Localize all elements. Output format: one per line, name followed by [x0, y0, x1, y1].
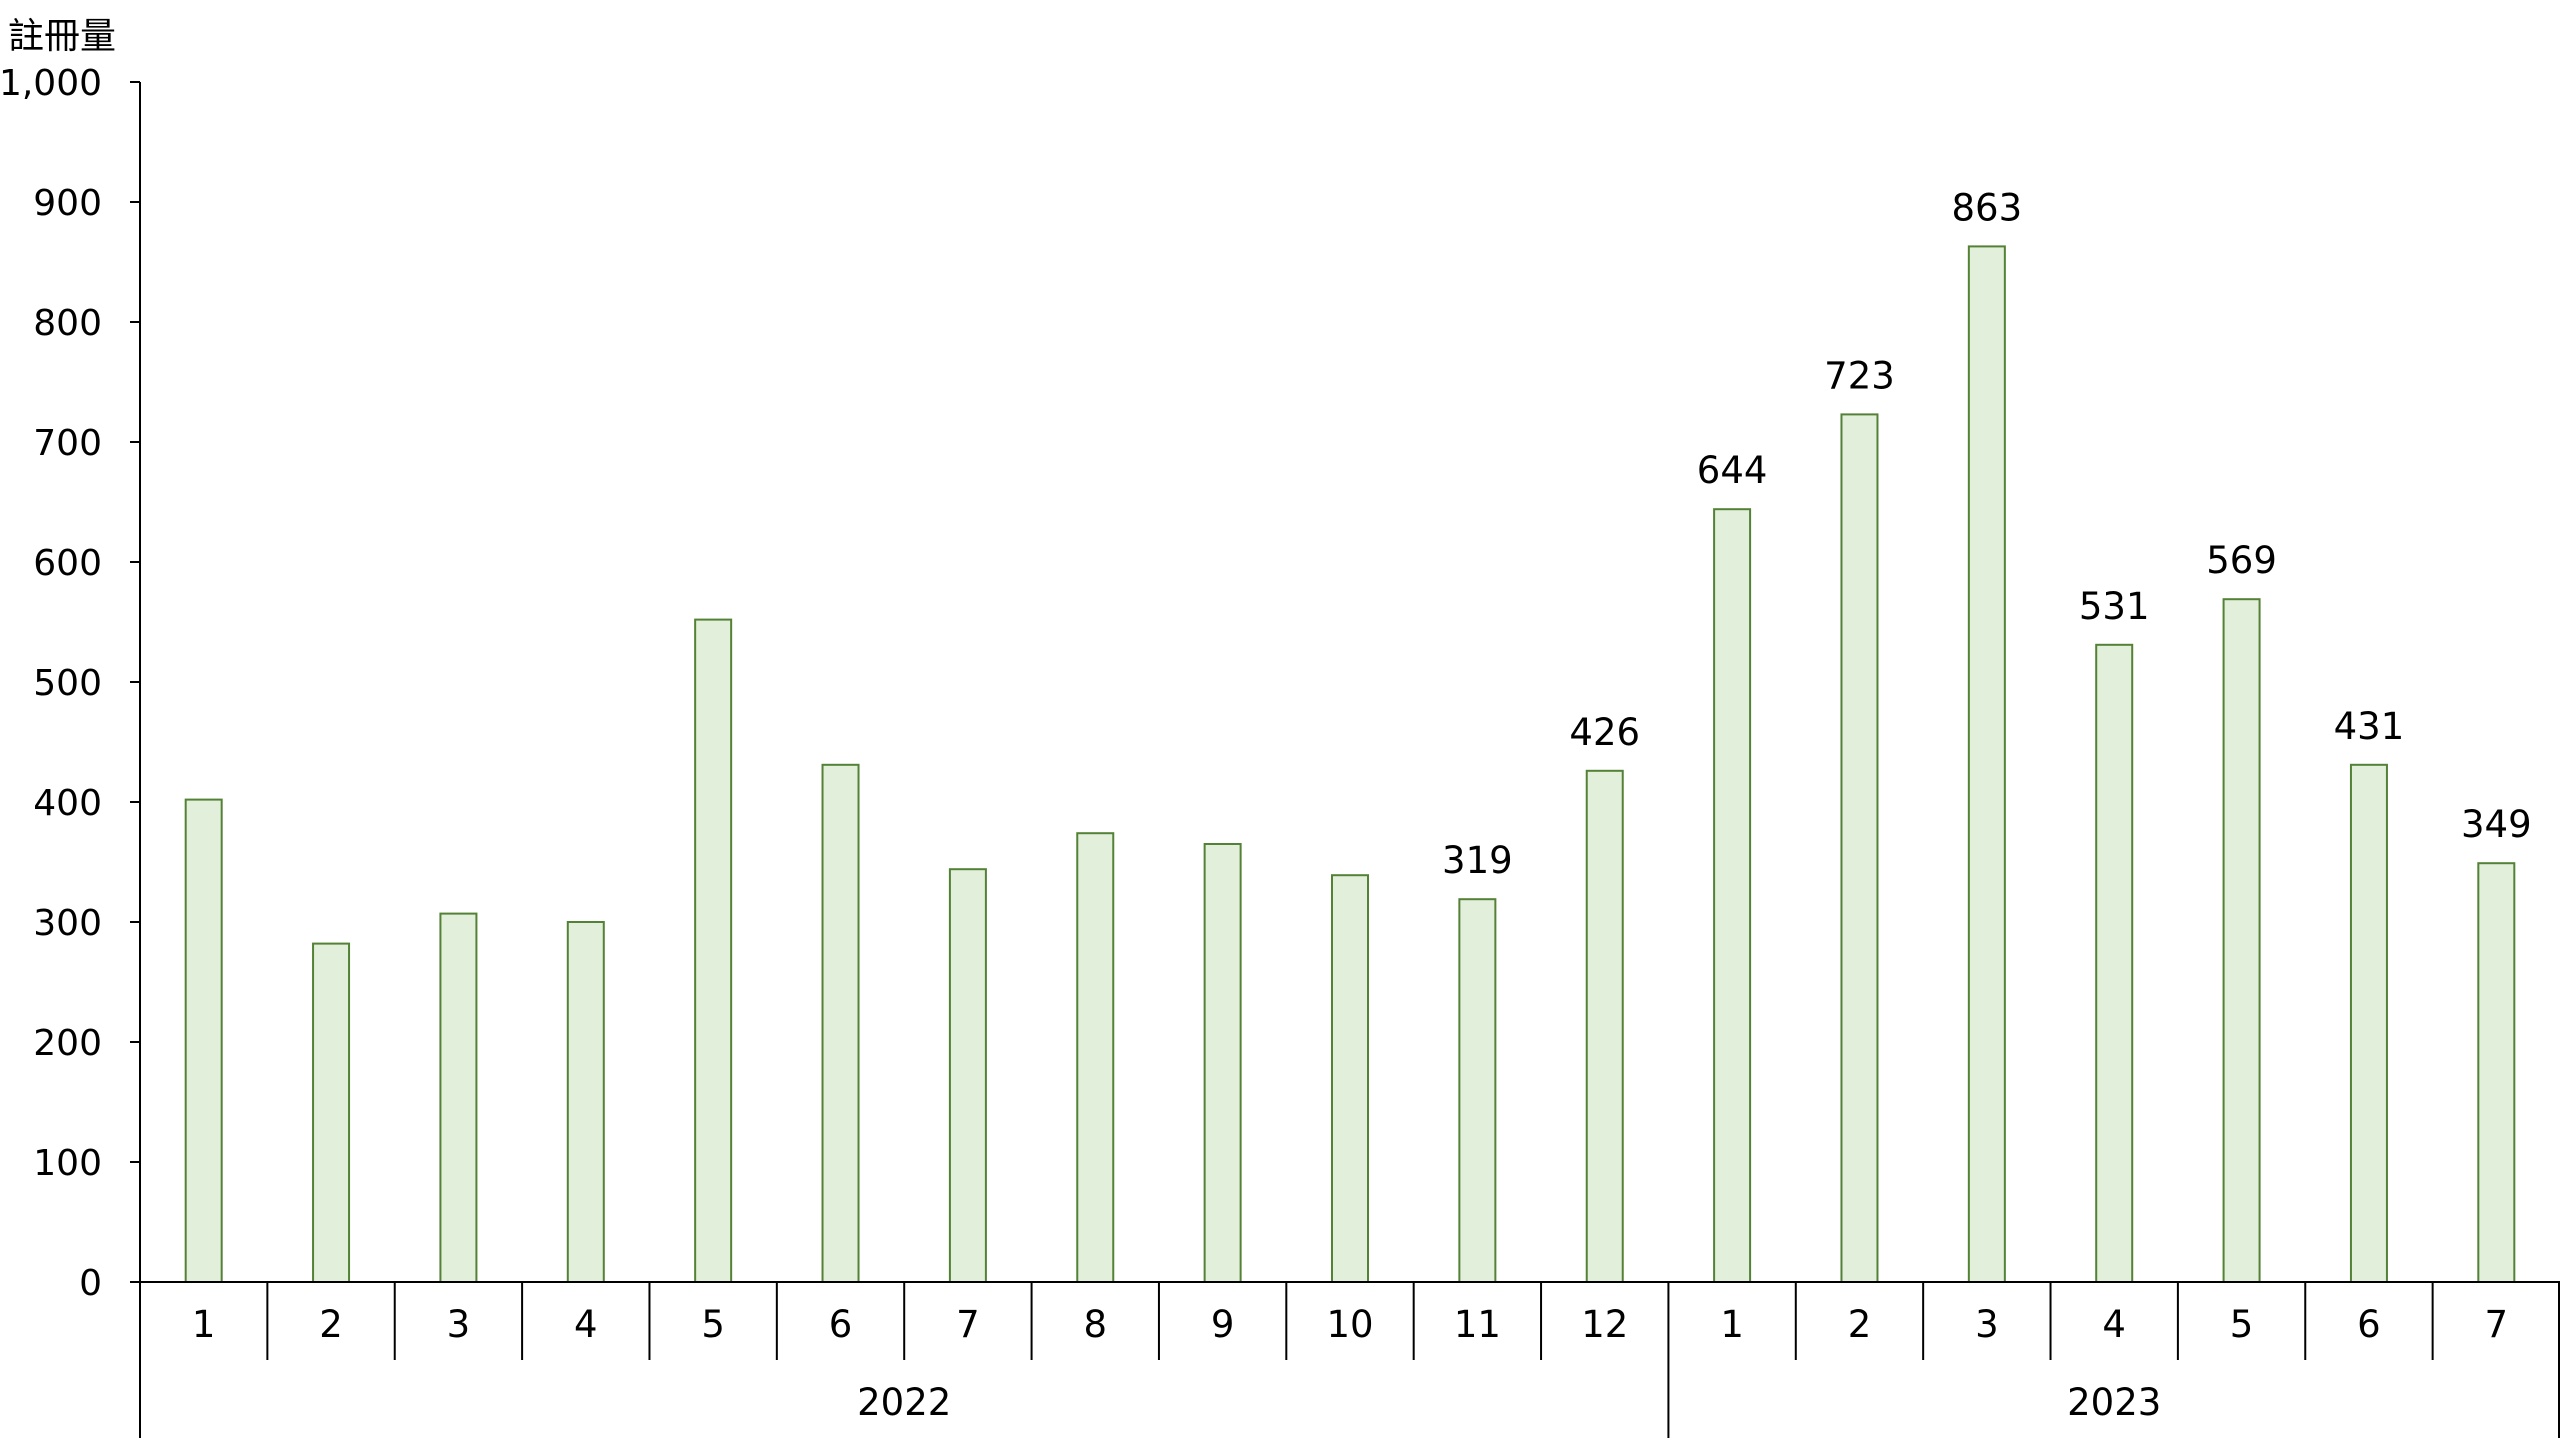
y-tick-label: 900 [33, 183, 102, 224]
x-tick-label: 5 [701, 1303, 725, 1346]
data-label: 349 [2461, 803, 2532, 846]
y-tick-label: 700 [33, 423, 102, 464]
bar [1585, 769, 1624, 1283]
data-label: 531 [2079, 585, 2150, 628]
x-tick-label: 9 [1211, 1303, 1235, 1346]
y-tick-label: 1,000 [0, 63, 102, 104]
bar [1331, 874, 1369, 1283]
data-labels: 319 426 644 723 863 531 569 431 349 [1442, 186, 2532, 882]
x-tick-label: 2 [1848, 1303, 1872, 1346]
y-tick-label: 100 [33, 1143, 102, 1184]
x-tick-label: 4 [2102, 1303, 2126, 1346]
bar [821, 763, 860, 1283]
x-group-label: 2023 [2067, 1381, 2161, 1424]
data-label: 431 [2334, 705, 2405, 748]
bar [948, 868, 987, 1283]
bar [1967, 245, 2006, 1283]
bar [2222, 598, 2261, 1283]
data-label: 426 [1569, 711, 1640, 754]
bar [566, 921, 605, 1283]
y-tick-label: 500 [33, 663, 102, 704]
bar-series [184, 245, 2516, 1283]
x-tick-label: 3 [447, 1303, 471, 1346]
data-label: 644 [1697, 449, 1768, 492]
y-tick-label: 0 [79, 1263, 102, 1304]
bar [1840, 413, 1879, 1283]
data-label: 319 [1442, 839, 1513, 882]
data-label: 863 [1952, 186, 2023, 229]
x-tick-label: 7 [2485, 1303, 2509, 1346]
x-tick-label: 3 [1975, 1303, 1999, 1346]
x-tick-label: 6 [829, 1303, 853, 1346]
y-axis-title: 註冊量 [8, 16, 116, 57]
y-tick-label: 200 [33, 1023, 102, 1064]
bar [439, 912, 478, 1283]
y-tick-label: 800 [33, 303, 102, 344]
x-tick-label: 4 [574, 1303, 598, 1346]
bar [2095, 643, 2134, 1283]
x-tick-label: 2 [319, 1303, 343, 1346]
x-tick-label: 7 [956, 1303, 980, 1346]
bar [1076, 832, 1115, 1283]
y-axis: 0 100 200 300 400 500 600 700 800 900 1,000 [0, 63, 141, 1304]
x-tick-label: 6 [2357, 1303, 2381, 1346]
x-group-label: 2022 [857, 1381, 951, 1424]
bar [312, 942, 351, 1283]
bar [694, 618, 733, 1283]
y-tick-label: 600 [33, 543, 102, 584]
y-tick-label: 400 [33, 783, 102, 824]
bar [2349, 763, 2388, 1283]
x-tick-label: 11 [1454, 1303, 1501, 1346]
data-label: 723 [1824, 354, 1895, 397]
bar [2477, 862, 2516, 1283]
bar [1713, 508, 1752, 1283]
bar [184, 798, 223, 1283]
x-tick-label: 8 [1083, 1303, 1107, 1346]
x-tick-label: 5 [2230, 1303, 2254, 1346]
x-tick-label: 10 [1326, 1303, 1373, 1346]
bar [1458, 898, 1497, 1283]
x-tick-label: 1 [1720, 1303, 1744, 1346]
data-label: 569 [2206, 539, 2277, 582]
x-tick-label: 12 [1581, 1303, 1628, 1346]
bar [1203, 843, 1242, 1283]
x-tick-label: 1 [192, 1303, 216, 1346]
y-tick-label: 300 [33, 903, 102, 944]
